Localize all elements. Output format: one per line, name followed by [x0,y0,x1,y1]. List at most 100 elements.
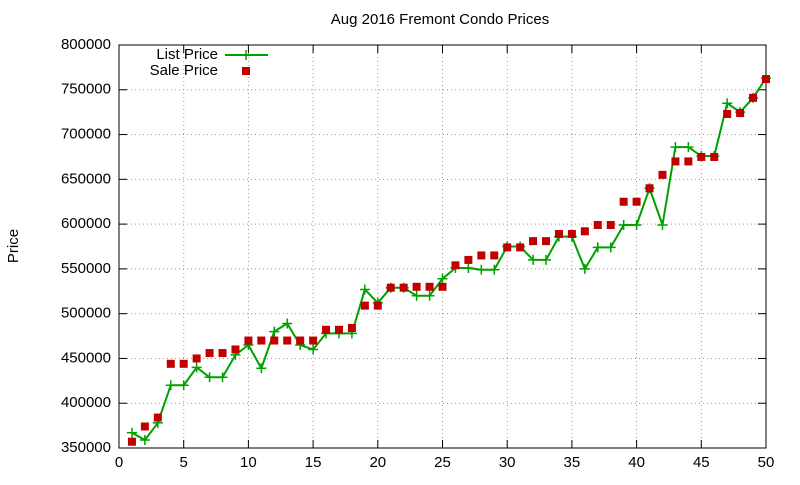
point-marker [140,422,149,431]
x-tick-label: 20 [369,454,386,471]
point-marker [192,354,201,363]
point-marker [657,220,668,231]
point-marker [139,434,150,445]
point-marker [451,261,460,270]
point-marker [489,264,500,275]
x-tick-label: 15 [305,454,322,471]
point-marker [723,109,732,118]
point-marker [476,264,487,275]
point-marker [322,325,331,334]
x-tick-label: 0 [115,454,123,471]
y-tick-label: 750000 [61,81,111,98]
point-marker [736,109,745,118]
point-marker [593,221,602,230]
point-marker [334,325,343,334]
point-marker [412,282,421,291]
point-marker [464,255,473,264]
point-marker [126,427,137,438]
y-tick-label: 800000 [61,36,111,53]
point-marker [697,152,706,161]
y-axis-label: Price [5,229,22,263]
point-marker [166,359,175,368]
point-marker [386,283,395,292]
point-marker [425,282,434,291]
point-marker [567,229,576,238]
point-marker [554,229,563,238]
point-marker [632,197,641,206]
point-marker [411,290,422,301]
point-marker [503,243,512,252]
x-tick-label: 35 [564,454,581,471]
point-marker [179,359,188,368]
y-tick-label: 650000 [61,170,111,187]
point-marker [438,282,447,291]
x-tick-label: 45 [693,454,710,471]
series-line [131,77,767,442]
point-marker [424,290,435,301]
point-marker [580,227,589,236]
point-marker [631,220,642,231]
point-marker [218,349,227,358]
point-marker [671,157,680,166]
point-marker [359,284,370,295]
point-marker [244,336,253,345]
point-marker [762,75,770,84]
x-tick-label: 40 [628,454,645,471]
y-tick-label: 600000 [61,215,111,232]
point-marker [165,380,176,391]
point-marker [658,170,667,179]
chart-title: Aug 2016 Fremont Condo Prices [331,11,549,28]
point-marker [296,336,305,345]
plot-border [118,44,767,449]
y-tick-label: 550000 [61,260,111,277]
point-marker [178,380,189,391]
x-tick-label: 5 [180,454,188,471]
point-marker [282,318,293,329]
point-marker [127,437,136,446]
point-marker [309,336,318,345]
point-marker [606,221,615,230]
point-marker [541,254,552,265]
point-marker [153,413,162,422]
point-marker [231,345,240,354]
y-tick-label: 700000 [61,126,111,143]
point-marker [269,326,280,337]
x-tick-label: 50 [758,454,775,471]
point-marker [437,273,448,284]
point-marker [683,142,694,153]
point-marker [463,262,474,273]
point-marker [217,372,228,383]
point-marker [542,237,551,246]
y-tick-label: 450000 [61,349,111,366]
point-marker [749,93,758,102]
point-marker [710,152,719,161]
legend-swatch [242,67,250,75]
y-tick-label: 350000 [61,439,111,456]
point-marker [592,242,603,253]
point-marker [529,237,538,246]
point-marker [205,349,214,358]
point-marker [373,301,382,310]
x-tick-label: 30 [499,454,516,471]
point-marker [490,251,499,260]
point-marker [528,254,539,265]
point-marker [347,323,356,332]
point-marker [283,336,292,345]
point-marker [257,336,266,345]
point-marker [722,98,733,109]
point-marker [477,251,486,260]
point-marker [204,372,215,383]
y-tick-label: 400000 [61,394,111,411]
point-marker [619,197,628,206]
point-marker [256,363,267,374]
legend-label: List Price [156,46,218,63]
y-tick-label: 500000 [61,305,111,322]
legend-label: Sale Price [150,62,218,79]
point-marker [516,243,525,252]
point-marker [270,336,279,345]
point-marker [308,344,319,355]
point-marker [399,283,408,292]
point-marker [605,242,616,253]
point-marker [618,220,629,231]
